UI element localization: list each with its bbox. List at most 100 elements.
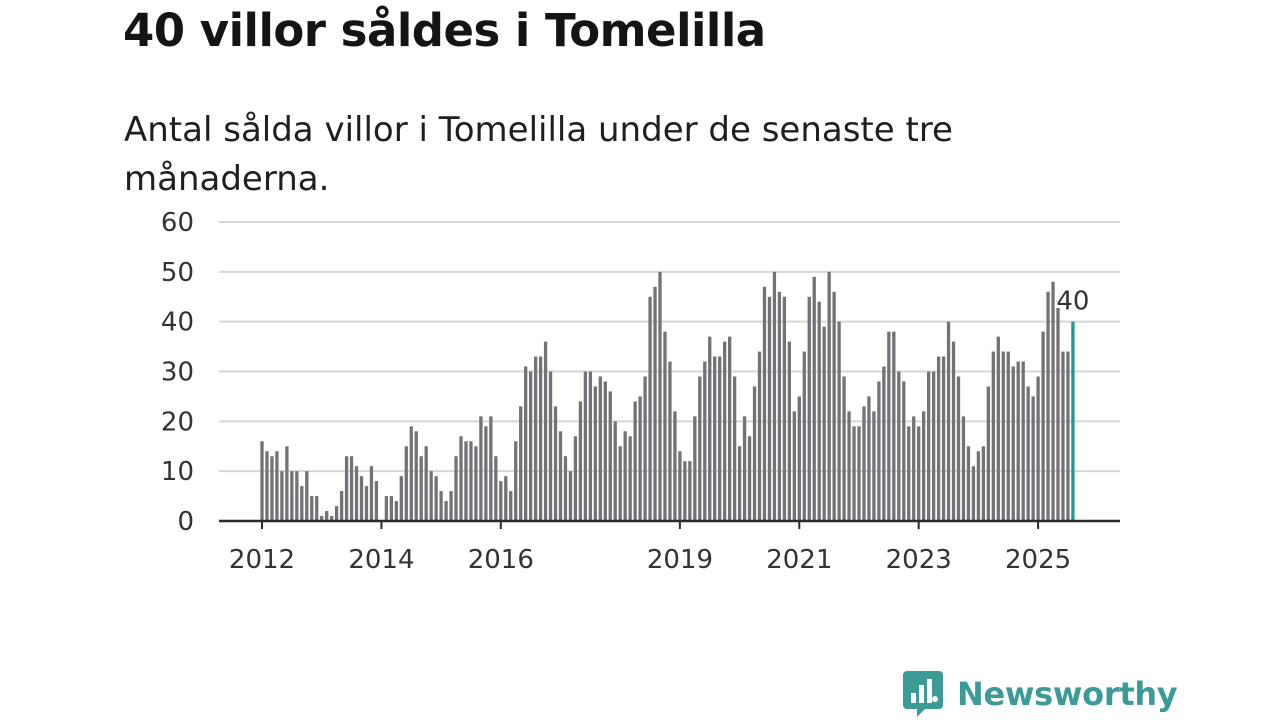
bar [757,351,762,521]
x-tick-label: 2014 [348,545,414,575]
bar [986,386,990,521]
bar [1031,396,1035,521]
bar [265,451,269,521]
newsworthy-logo-icon [903,671,943,717]
bar [295,471,299,521]
bar [280,471,284,521]
bar [797,396,801,521]
bar [414,431,418,521]
bar [439,491,443,521]
bar [867,396,871,521]
bar [1026,386,1030,521]
bar [558,431,563,521]
bar [454,456,458,521]
bar [464,441,468,521]
bar [583,371,588,521]
bar [449,491,453,521]
bar [1011,366,1015,521]
bar [349,456,354,521]
bar [772,271,777,521]
bar [444,501,448,521]
bar [971,466,976,521]
bar [817,301,821,521]
bar [837,321,841,521]
bar [404,446,408,521]
newsworthy-logo[interactable]: Newsworthy [903,671,1178,717]
bar [673,411,677,521]
bar [877,381,881,521]
bar [922,411,926,521]
bar [787,341,791,521]
bar [802,351,806,521]
bar [723,341,727,521]
bar [489,416,493,521]
bar [290,471,294,521]
bar [887,331,891,521]
bar [514,441,518,521]
bar [543,341,548,521]
bar [683,461,687,521]
bar [857,426,861,521]
bar [479,416,483,521]
bar [300,486,304,521]
bar [633,401,637,521]
bar [927,371,931,521]
bar [648,296,652,521]
bar [742,416,747,521]
bar [524,366,528,521]
bar [384,496,389,521]
bar [409,426,413,521]
y-tick-label: 50 [161,258,194,288]
y-axis-ticks: 0 10 20 30 40 50 60 [161,208,194,537]
bars [260,271,1075,521]
bar [892,331,896,521]
bar [623,431,627,521]
bar [872,411,876,521]
x-tick-label: 2025 [1005,545,1071,575]
bar [732,376,737,521]
bar [1041,331,1045,521]
bar [364,486,369,521]
bar [762,286,767,521]
bar [728,336,732,521]
bar [369,466,374,521]
bar [325,511,329,521]
bar [936,356,941,521]
bar [941,356,946,521]
chart-title: 40 villor såldes i Tomelilla [123,4,766,57]
bar [698,376,702,521]
bar [663,331,667,521]
bar [260,441,264,521]
bar [713,356,717,521]
bar [832,291,836,521]
bar [344,456,349,521]
bar [653,286,657,521]
bar [917,426,921,521]
bar [1066,351,1070,521]
bar [389,496,393,521]
bar [862,406,866,521]
bar [618,446,622,521]
bar [339,491,344,521]
y-tick-label: 10 [161,457,194,487]
bar [330,516,334,521]
bar [747,436,752,521]
bar [598,376,602,521]
bar [628,436,632,521]
x-tick-label: 2023 [886,545,952,575]
bar [956,376,961,521]
bar [573,436,578,521]
bar [931,371,936,521]
bar [1021,361,1025,521]
bar [812,276,816,521]
bar [902,381,906,521]
bar [424,446,428,521]
bar [668,361,672,521]
bar [568,471,573,521]
bar [603,381,607,521]
bar [270,456,274,521]
bar [504,476,508,521]
bar [752,386,757,521]
bar [1006,351,1010,521]
